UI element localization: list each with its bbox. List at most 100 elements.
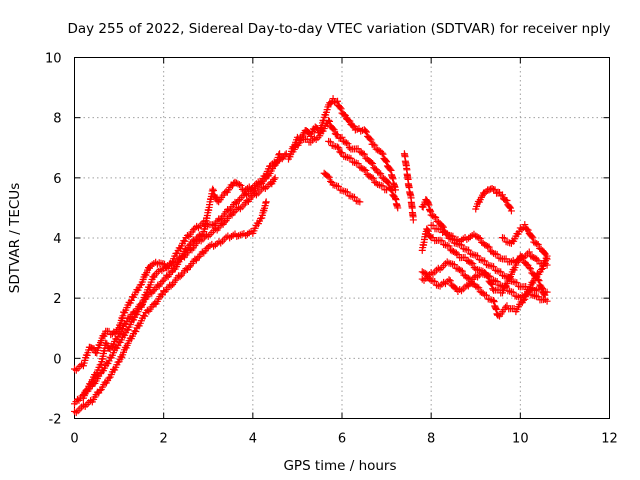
data-point (513, 279, 521, 287)
data-point (476, 234, 484, 242)
data-point (472, 282, 480, 290)
data-point (372, 145, 380, 153)
data-point (431, 277, 439, 285)
data-point (465, 246, 473, 254)
data-point (383, 186, 391, 194)
data-point (366, 135, 374, 143)
data-point (325, 116, 333, 124)
data-point (181, 237, 189, 245)
data-point (534, 275, 542, 283)
data-point (388, 187, 396, 195)
data-point (360, 150, 368, 158)
data-point (143, 306, 151, 314)
data-point (506, 203, 514, 211)
data-point (354, 160, 362, 168)
data-point (374, 146, 382, 154)
data-point (493, 277, 501, 285)
data-point (344, 140, 352, 148)
data-point (493, 189, 501, 197)
x-tick-label: 12 (601, 432, 618, 447)
data-point (339, 137, 347, 145)
data-point (330, 126, 338, 134)
data-point (424, 226, 432, 234)
series-track-d (79, 150, 290, 402)
data-point (441, 227, 449, 235)
data-point (543, 255, 551, 263)
data-point (473, 283, 481, 291)
x-tick-label: 4 (249, 432, 257, 447)
data-point (543, 261, 551, 269)
data-point (445, 242, 453, 250)
data-point (482, 188, 490, 196)
x-tick-label: 10 (512, 432, 529, 447)
data-point (362, 166, 370, 174)
x-tick-label: 8 (427, 432, 435, 447)
series-track-e (285, 95, 399, 194)
data-point (324, 172, 332, 180)
x-axis-label: GPS time / hours (283, 458, 396, 474)
data-point (469, 260, 477, 268)
data-point (543, 297, 551, 305)
y-tick-label: 2 (53, 292, 61, 307)
data-point (329, 95, 337, 103)
data-point (366, 173, 374, 181)
data-point (523, 225, 531, 233)
data-point (326, 138, 334, 146)
data-point (482, 242, 490, 250)
data-point (430, 213, 438, 221)
data-point (345, 116, 353, 124)
data-point (305, 128, 313, 136)
data-point (493, 250, 501, 258)
data-point (535, 277, 543, 285)
data-point (503, 197, 511, 204)
data-point (378, 174, 386, 182)
data-point (329, 125, 337, 133)
data-point (360, 166, 368, 174)
data-point (334, 97, 342, 105)
data-point (461, 253, 469, 261)
data-point (103, 340, 111, 348)
data-point (231, 178, 239, 186)
series-track-p (499, 221, 551, 263)
data-point (531, 239, 539, 247)
data-point (497, 268, 505, 276)
data-point (340, 111, 348, 119)
data-point (209, 185, 217, 193)
axis-ticks: 0 2 4 6 8 10 12 -2 0 2 4 6 8 10 (45, 52, 618, 447)
data-point (234, 197, 242, 205)
data-point (247, 193, 255, 201)
data-point (383, 158, 391, 166)
data-point (383, 178, 391, 186)
data-point (455, 266, 463, 274)
data-point (132, 328, 140, 336)
data-point (438, 222, 446, 230)
data-point (167, 282, 175, 290)
data-point (527, 252, 535, 260)
data-point (528, 233, 536, 241)
data-point (237, 181, 245, 189)
data-point (481, 189, 489, 197)
data-point (167, 268, 175, 276)
data-point (105, 374, 113, 382)
data-point (234, 180, 242, 188)
data-point (349, 122, 357, 130)
data-points (71, 95, 551, 417)
data-point (524, 226, 532, 234)
data-point (458, 267, 466, 275)
data-point (483, 272, 491, 280)
data-point (367, 136, 375, 144)
data-point (429, 212, 437, 220)
data-point (235, 181, 243, 189)
data-point (475, 284, 483, 292)
data-point (538, 283, 546, 291)
y-tick-label: 10 (45, 52, 62, 67)
data-point (542, 254, 550, 262)
data-point (530, 254, 538, 262)
y-tick-label: 4 (53, 232, 61, 247)
y-tick-label: -2 (49, 413, 62, 428)
data-point (384, 179, 392, 187)
data-point (541, 250, 549, 258)
data-point (160, 287, 168, 295)
data-point (446, 277, 454, 285)
data-point (158, 278, 166, 286)
